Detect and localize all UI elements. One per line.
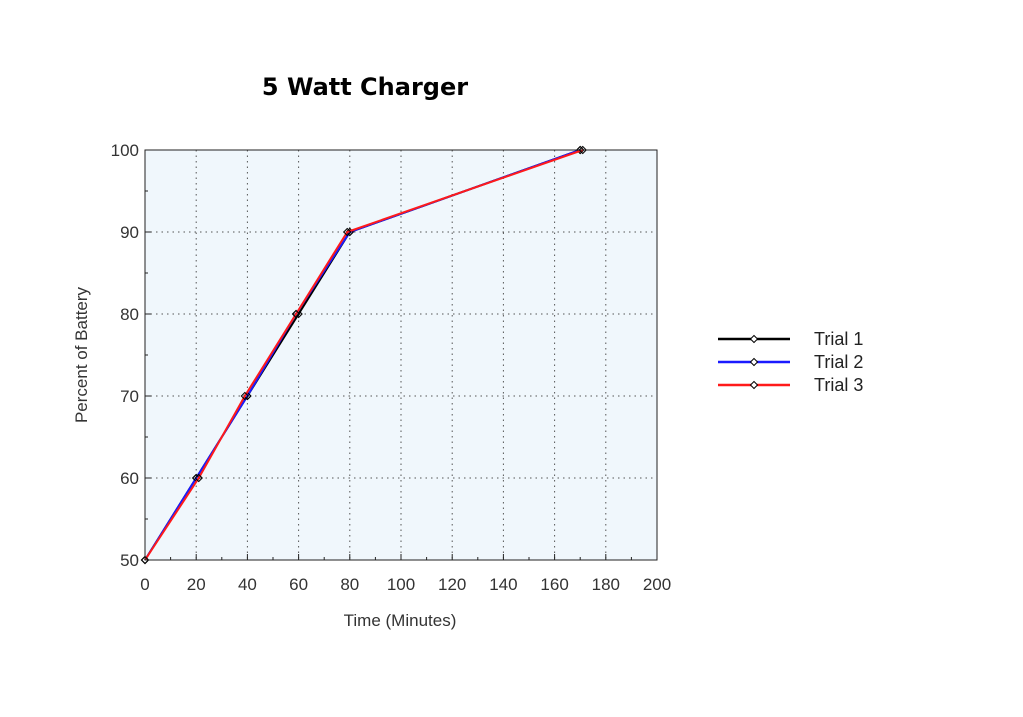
x-tick-label: 160 [540,575,568,594]
series-layer [140,145,587,565]
chart-title: 5 Watt Charger [262,73,468,101]
data-point [291,309,301,319]
data-point [140,555,150,565]
legend-label: Trial 1 [814,329,863,349]
plot-frame [144,149,658,561]
gridlines [145,150,657,560]
x-tick-label: 140 [489,575,517,594]
y-tick-label: 90 [120,223,139,242]
y-tick-label: 60 [120,469,139,488]
data-point [575,145,585,155]
y-tick-label: 100 [111,141,139,160]
data-point [343,227,352,237]
legend-label: Trial 2 [814,352,863,372]
x-tick-label: 100 [387,575,415,594]
x-tick-label: 200 [643,575,671,594]
legend-marker [749,357,759,367]
y-tick-label: 70 [120,387,139,406]
series-line [144,149,584,561]
legend: Trial 1 Trial 2 Trial 3 [718,329,863,395]
legend-marker [749,334,759,344]
y-tick-label: 50 [120,551,139,570]
x-tick-label: 0 [140,575,149,594]
x-tick-label: 180 [592,575,620,594]
y-axis-ticks: 50 60 70 80 90 100 [111,141,139,570]
x-tick-label: 120 [438,575,466,594]
series-3 [140,145,587,565]
x-axis-label: Time (Minutes) [344,611,457,630]
y-axis-label: Percent of Battery [72,286,91,423]
data-point [240,391,250,401]
data-point [578,145,587,155]
x-tick-label: 60 [289,575,308,594]
x-tick-label: 80 [340,575,359,594]
legend-label: Trial 3 [814,375,863,395]
legend-item: Trial 1 [718,329,863,349]
y-tick-label: 80 [120,305,139,324]
legend-item: Trial 3 [718,375,863,395]
x-tick-label: 20 [187,575,206,594]
plot-area [140,145,658,565]
x-axis-ticks: 0 20 40 60 80 100 120 140 160 180 200 [140,575,671,594]
data-point [194,473,203,483]
x-tick-label: 40 [238,575,257,594]
legend-item: Trial 2 [718,352,863,372]
legend-marker [749,380,759,390]
